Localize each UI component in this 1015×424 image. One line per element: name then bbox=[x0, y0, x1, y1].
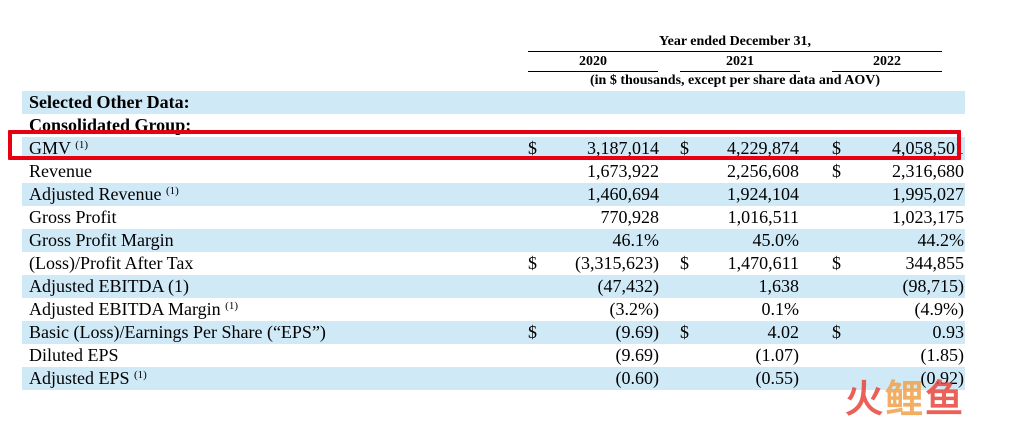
row-label-text: Gross Profit bbox=[29, 207, 117, 227]
cell-value: 46.1% bbox=[612, 230, 660, 250]
row-label: (Loss)/Profit After Tax bbox=[29, 252, 193, 275]
table-row: Adjusted EPS (1) (0.60) (0.55) (0.92) bbox=[22, 367, 965, 390]
row-label: Basic (Loss)/Earnings Per Share (“EPS”) bbox=[29, 321, 326, 344]
table-row: GMV (1) $3,187,014 $4,229,874 $4,058,501 bbox=[22, 137, 965, 160]
row-label-text: Diluted EPS bbox=[29, 345, 119, 365]
footnote-marker: (1) bbox=[134, 369, 147, 381]
year-rule-2022 bbox=[832, 71, 942, 72]
cell-value: 1,460,694 bbox=[587, 184, 659, 204]
cell-value: 44.2% bbox=[917, 230, 965, 250]
watermark-char-2: 鲤 bbox=[885, 377, 926, 421]
cell-value: 4,058,501 bbox=[892, 138, 964, 158]
dollar-sign: $ bbox=[832, 322, 841, 342]
cell-value: 4,229,874 bbox=[727, 138, 799, 158]
dollar-sign: $ bbox=[680, 138, 689, 158]
cell-value: 0.1% bbox=[761, 299, 800, 319]
cell-value: (4.9%) bbox=[914, 299, 964, 319]
cell-value: (0.60) bbox=[615, 368, 660, 388]
table-row: Diluted EPS (9.69) (1.07) (1.85) bbox=[22, 344, 965, 367]
cell-value: 770,928 bbox=[600, 207, 660, 227]
year-header-2021: 2021 bbox=[726, 54, 754, 69]
table-row: Basic (Loss)/Earnings Per Share (“EPS”) $… bbox=[22, 321, 965, 344]
cell-value: 1,924,104 bbox=[727, 184, 799, 204]
table-row: Revenue 1,673,922 2,256,608 $2,316,680 bbox=[22, 160, 965, 183]
row-label-text: Adjusted EBITDA (1) bbox=[29, 276, 189, 296]
row-label: Revenue bbox=[29, 160, 92, 183]
cell-value: (98,715) bbox=[902, 276, 965, 296]
watermark-logo: 火鲤鱼 bbox=[845, 379, 965, 419]
gmv-highlight-box bbox=[8, 130, 961, 160]
dollar-sign: $ bbox=[680, 322, 689, 342]
cell-value: (9.69) bbox=[615, 322, 660, 342]
footnote-marker: (1) bbox=[225, 300, 238, 312]
cell-value: (3,315,623) bbox=[575, 253, 659, 273]
dollar-sign: $ bbox=[832, 161, 841, 181]
units-note: (in $ thousands, except per share data a… bbox=[589, 73, 881, 88]
cell-value: 2,256,608 bbox=[727, 161, 799, 181]
row-label-text: Adjusted EPS bbox=[29, 368, 130, 388]
dollar-sign: $ bbox=[528, 253, 537, 273]
cell-value: 1,995,027 bbox=[892, 184, 964, 204]
cell-value: (0.55) bbox=[755, 368, 800, 388]
row-label: Adjusted EPS (1) bbox=[29, 367, 147, 390]
section-title-selected: Selected Other Data: bbox=[29, 92, 190, 112]
footnote-marker: (1) bbox=[75, 139, 89, 151]
dollar-sign: $ bbox=[528, 138, 537, 158]
cell-value: (1.07) bbox=[755, 345, 800, 365]
section-title-row: Selected Other Data: bbox=[22, 91, 965, 114]
year-rule-2020 bbox=[528, 71, 658, 72]
watermark-char-1: 火 bbox=[845, 377, 886, 421]
dollar-sign: $ bbox=[528, 322, 537, 342]
row-label: Adjusted EBITDA Margin (1) bbox=[29, 298, 238, 321]
row-label: Adjusted Revenue (1) bbox=[29, 183, 179, 206]
cell-value: 0.93 bbox=[932, 322, 965, 342]
year-rule-2021 bbox=[680, 71, 800, 72]
cell-value: (9.69) bbox=[615, 345, 660, 365]
row-label: Gross Profit Margin bbox=[29, 229, 174, 252]
row-label-text: Gross Profit Margin bbox=[29, 230, 174, 250]
cell-value: 4.02 bbox=[767, 322, 800, 342]
row-label-text: Adjusted Revenue bbox=[29, 184, 162, 204]
table-row: Adjusted EBITDA Margin (1) (3.2%) 0.1% (4.9… bbox=[22, 298, 965, 321]
cell-value: (1.85) bbox=[920, 345, 965, 365]
cell-value: (47,432) bbox=[597, 276, 660, 296]
cell-value: 3,187,014 bbox=[587, 138, 659, 158]
row-label-text: Revenue bbox=[29, 161, 92, 181]
dollar-sign: $ bbox=[832, 138, 841, 158]
cell-value: 344,855 bbox=[905, 253, 965, 273]
table-row: Gross Profit Margin 46.1% 45.0% 44.2% bbox=[22, 229, 965, 252]
table-row: Adjusted Revenue (1) 1,460,694 1,924,104 1,… bbox=[22, 183, 965, 206]
header-rule-top bbox=[528, 51, 942, 52]
year-header-2022: 2022 bbox=[873, 54, 901, 69]
table-row: Adjusted EBITDA (1) (47,432) 1,638 (98,715) bbox=[22, 275, 965, 298]
dollar-sign: $ bbox=[832, 253, 841, 273]
cell-value: 45.0% bbox=[752, 230, 800, 250]
row-label: GMV (1) bbox=[29, 137, 88, 160]
row-label: Adjusted EBITDA (1) bbox=[29, 275, 189, 298]
row-label-text: Basic (Loss)/Earnings Per Share (“EPS”) bbox=[29, 322, 326, 342]
dollar-sign: $ bbox=[680, 253, 689, 273]
cell-value: 2,316,680 bbox=[892, 161, 964, 181]
row-label-text: GMV bbox=[29, 138, 71, 158]
cell-value: 1,016,511 bbox=[727, 207, 799, 227]
cell-value: (0.92) bbox=[920, 368, 965, 388]
row-label: Diluted EPS bbox=[29, 344, 119, 367]
cell-value: (3.2%) bbox=[609, 299, 659, 319]
table-row: Gross Profit 770,928 1,016,511 1,023,175 bbox=[22, 206, 965, 229]
row-label: Gross Profit bbox=[29, 206, 117, 229]
cell-value: 1,023,175 bbox=[892, 207, 964, 227]
row-label-text: (Loss)/Profit After Tax bbox=[29, 253, 194, 273]
cell-value: 1,673,922 bbox=[587, 161, 659, 181]
row-label-text: Adjusted EBITDA Margin bbox=[29, 299, 221, 319]
cell-value: 1,638 bbox=[758, 276, 800, 296]
table-row: (Loss)/Profit After Tax $ (3,315,623) $1,47… bbox=[22, 252, 965, 275]
watermark-char-3: 鱼 bbox=[925, 377, 966, 421]
footnote-marker: (1) bbox=[165, 185, 179, 197]
cell-value: 1,470,611 bbox=[727, 253, 799, 273]
period-title: Year ended December 31, bbox=[659, 34, 811, 49]
year-header-2020: 2020 bbox=[579, 54, 607, 69]
